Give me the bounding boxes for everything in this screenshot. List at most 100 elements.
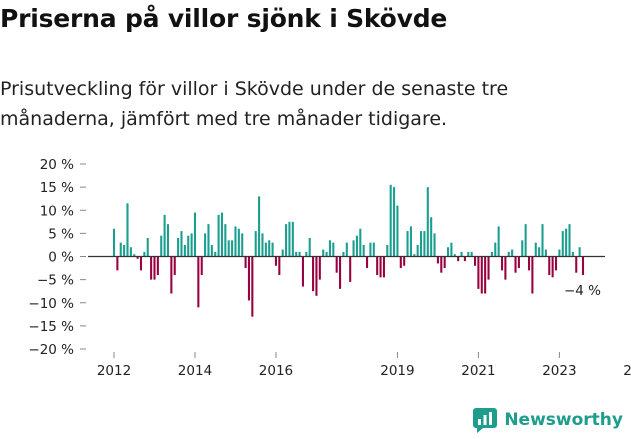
bar-58 — [308, 238, 311, 257]
bar-18 — [173, 256, 176, 275]
bar-4 — [126, 203, 129, 257]
bar-130 — [551, 256, 554, 278]
bar-100 — [450, 242, 453, 257]
bar-37 — [237, 228, 240, 257]
bar-6 — [133, 254, 136, 257]
bar-135 — [568, 224, 571, 257]
bar-41 — [251, 256, 254, 317]
bar-101 — [453, 254, 456, 257]
x-tick-label-3: 2019 — [380, 363, 414, 379]
bar-34 — [227, 240, 230, 257]
chart-subtitle: Prisutveckling för villor i Skövde under… — [0, 78, 509, 130]
bar-95 — [433, 233, 436, 257]
bar-93 — [426, 187, 429, 257]
bar-107 — [473, 256, 477, 266]
newsworthy-logo-icon — [473, 408, 498, 433]
bar-127 — [541, 224, 544, 257]
bar-110 — [484, 256, 487, 294]
bar-118 — [511, 249, 514, 257]
bar-24 — [193, 212, 197, 257]
bar-122 — [524, 224, 527, 257]
bar-91 — [420, 231, 423, 257]
bar-112 — [490, 251, 493, 257]
y-tick-label-7: −15 % — [28, 319, 74, 335]
bar-104 — [463, 256, 466, 262]
bar-126 — [538, 247, 541, 257]
bar-3 — [123, 244, 126, 257]
bar-131 — [554, 256, 558, 271]
bar-111 — [487, 256, 490, 280]
y-tick-label-1: 15 % — [40, 180, 74, 196]
bar-63 — [325, 251, 328, 257]
bar-124 — [531, 256, 534, 294]
bar-136 — [571, 251, 574, 257]
y-tick-label-0: 20 % — [40, 157, 74, 173]
bar-17 — [170, 256, 173, 294]
bar-43 — [258, 196, 261, 257]
bar-40 — [247, 256, 251, 301]
bar-68 — [342, 251, 345, 257]
bar-53 — [291, 221, 294, 257]
bar-73 — [359, 228, 362, 257]
bar-27 — [204, 233, 207, 257]
bar-137 — [575, 256, 578, 273]
x-tick-label-4: 2021 — [461, 363, 495, 379]
bar-82 — [389, 184, 392, 257]
bar-134 — [565, 228, 568, 257]
bar-35 — [231, 240, 234, 257]
bar-65 — [332, 242, 335, 257]
bar-89 — [413, 254, 416, 257]
x-tick-label-5: 2023 — [542, 363, 576, 379]
bar-71 — [352, 240, 355, 257]
bar-22 — [187, 235, 190, 257]
bar-32 — [220, 212, 224, 257]
bar-8 — [139, 256, 143, 271]
bar-42 — [254, 231, 257, 257]
bar-15 — [163, 214, 166, 257]
bar-62 — [322, 249, 325, 257]
bar-120 — [517, 256, 520, 269]
bar-52 — [288, 221, 291, 257]
bar-60 — [315, 256, 318, 296]
bar-49 — [278, 256, 281, 275]
x-tick-label-6: 2025 — [623, 363, 631, 379]
latest-value-annotation: −4 % — [564, 283, 601, 299]
bar-133 — [561, 231, 564, 257]
y-tick-label-3: 5 % — [48, 226, 74, 242]
bar-128 — [544, 249, 547, 257]
brand-name: Newsworthy — [504, 410, 623, 430]
bar-47 — [271, 242, 274, 257]
y-tick-label-5: −5 % — [37, 273, 74, 289]
bar-57 — [305, 251, 308, 257]
bar-85 — [399, 256, 402, 269]
bar-56 — [301, 256, 304, 287]
bar-69 — [345, 242, 348, 257]
bar-87 — [406, 231, 409, 257]
bar-33 — [224, 224, 227, 257]
x-tick-label-1: 2014 — [178, 363, 212, 379]
bar-50 — [281, 249, 284, 257]
bar-39 — [244, 256, 247, 269]
bar-123 — [527, 256, 531, 271]
bars — [112, 184, 585, 317]
bar-84 — [396, 205, 399, 257]
bar-30 — [214, 251, 217, 257]
bar-5 — [129, 247, 132, 257]
bar-19 — [177, 238, 180, 257]
bar-119 — [514, 256, 517, 273]
bar-20 — [180, 231, 183, 257]
bar-113 — [494, 242, 497, 257]
bar-31 — [217, 214, 220, 257]
bar-98 — [443, 256, 446, 269]
bar-88 — [409, 226, 412, 257]
bar-105 — [467, 251, 470, 257]
bar-114 — [497, 226, 500, 257]
bar-75 — [366, 256, 369, 269]
bar-2 — [119, 242, 122, 257]
bar-54 — [295, 251, 298, 257]
bar-116 — [504, 256, 507, 280]
bar-94 — [430, 217, 433, 257]
bar-45 — [264, 242, 267, 257]
bar-7 — [136, 256, 139, 259]
